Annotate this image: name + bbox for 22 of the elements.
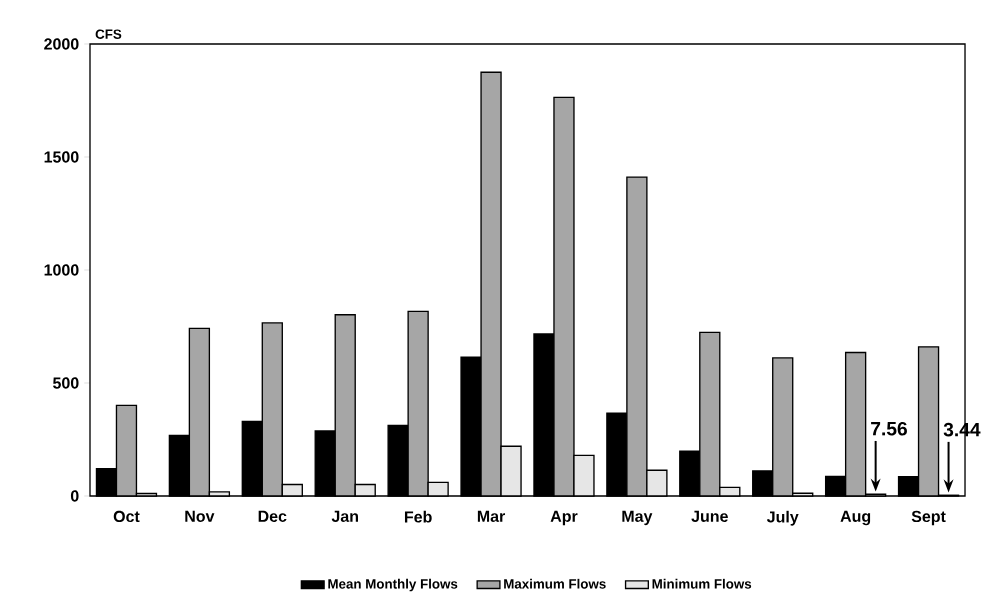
x-tick-label: May bbox=[622, 510, 653, 526]
y-tick-label: 1500 bbox=[44, 151, 79, 163]
y-axis-title: CFS bbox=[95, 29, 122, 39]
x-tick-label: June bbox=[691, 510, 728, 522]
x-tick-label: Mar bbox=[477, 510, 506, 522]
x-tick-label: Feb bbox=[404, 510, 432, 523]
x-tick-label: Sept bbox=[911, 510, 946, 526]
y-tick-label: 1000 bbox=[44, 264, 79, 276]
x-tick-label: Apr bbox=[550, 510, 578, 526]
legend-label: Minimum Flows bbox=[652, 578, 752, 589]
x-tick-label: Jan bbox=[331, 510, 358, 522]
x-tick-label: Nov bbox=[185, 510, 215, 522]
x-tick-label: Dec bbox=[258, 510, 287, 522]
y-tick-label: 0 bbox=[70, 490, 79, 502]
x-tick-label: Oct bbox=[113, 510, 140, 523]
y-tick-label: 500 bbox=[53, 377, 79, 389]
x-tick-label: July bbox=[766, 510, 799, 526]
legend-label: Mean Monthly Flows bbox=[328, 578, 458, 592]
y-tick-label: 2000 bbox=[44, 38, 79, 50]
data-label: 7.56 bbox=[871, 421, 907, 436]
legend-label: Maximum Flows bbox=[504, 578, 606, 589]
x-tick-label: Aug bbox=[840, 510, 871, 526]
